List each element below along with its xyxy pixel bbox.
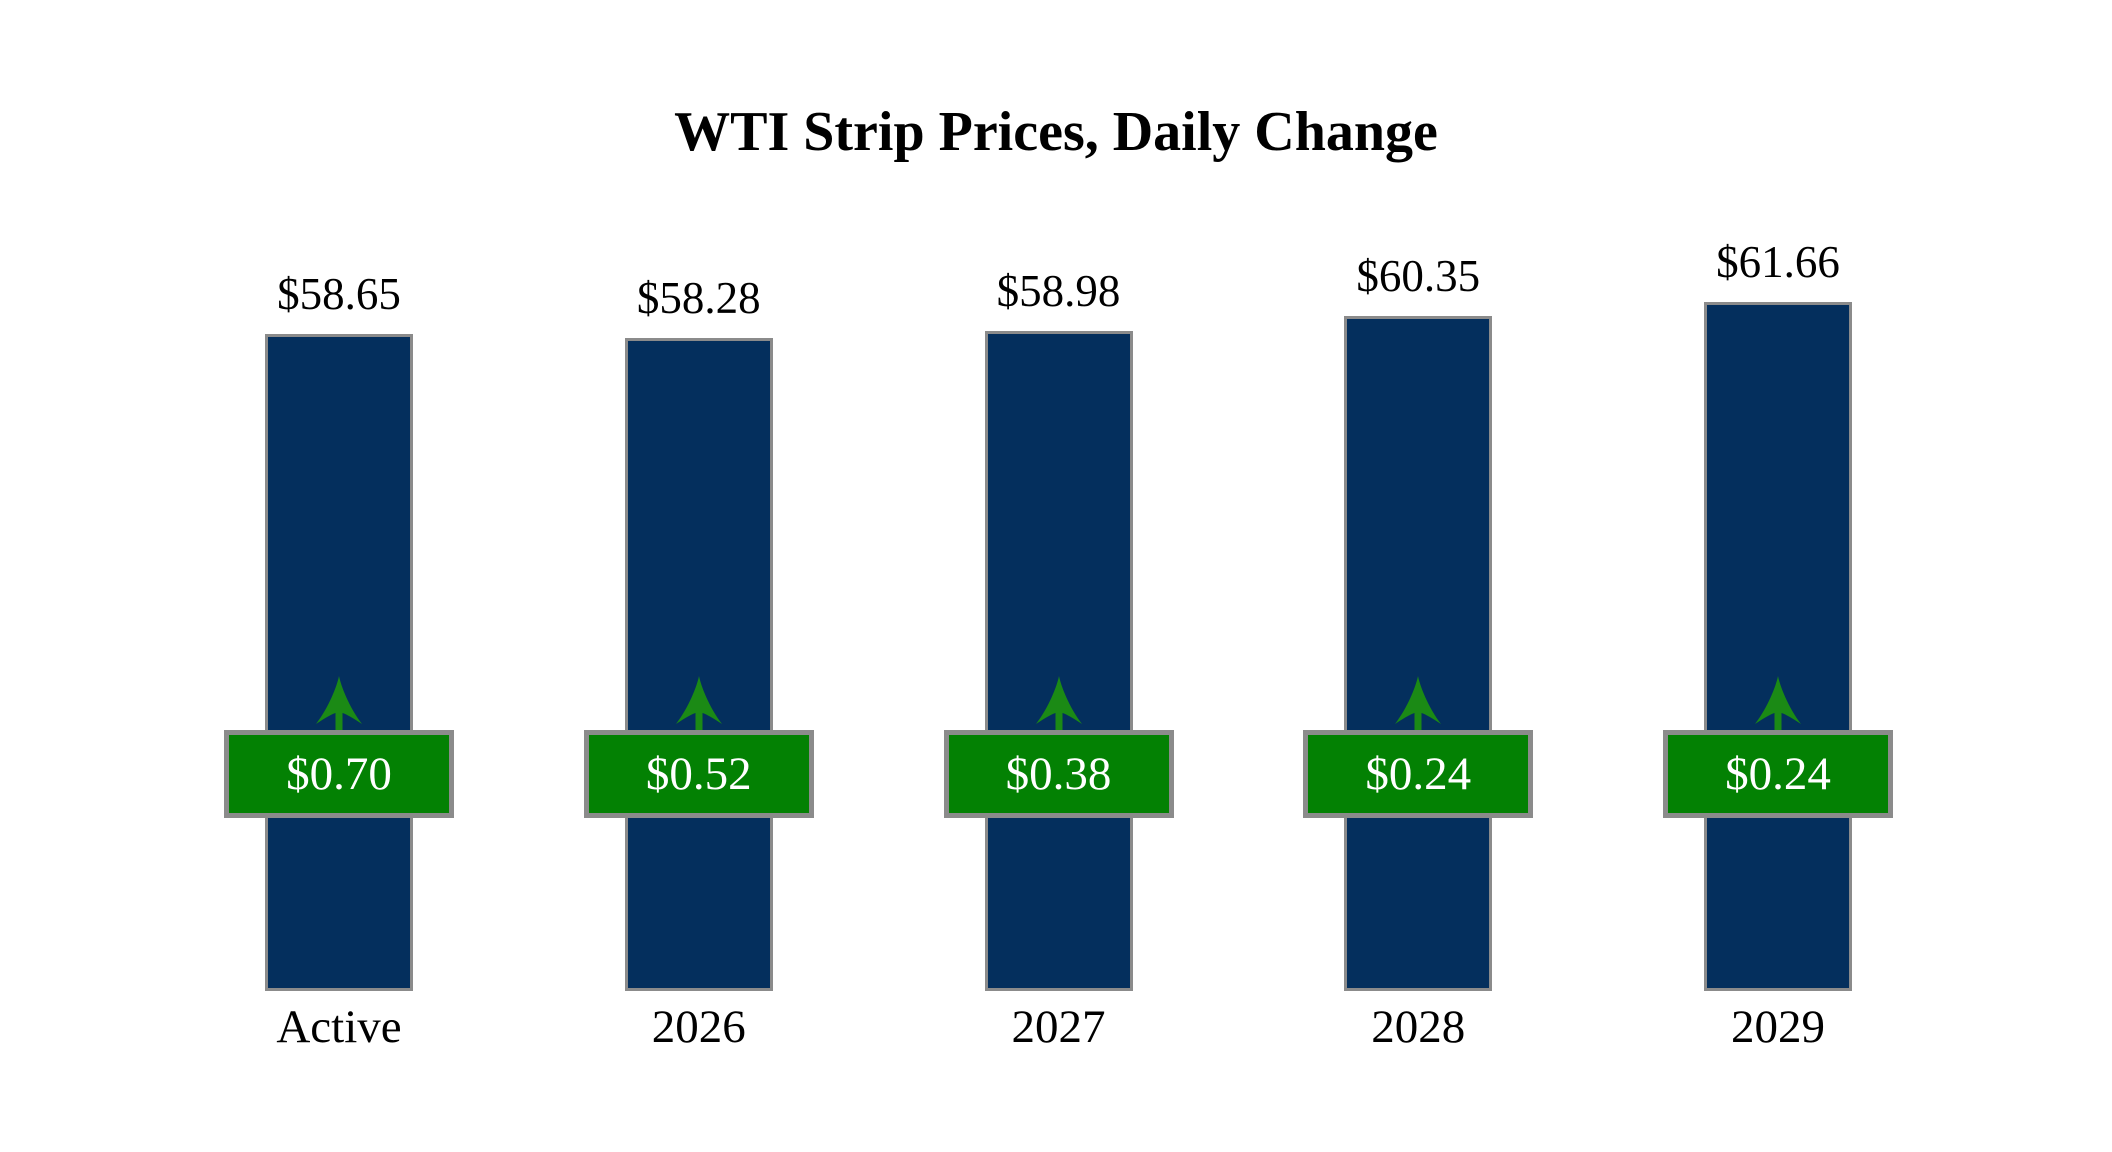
price-label-2027: $58.98: [996, 265, 1121, 316]
up-arrow-icon: [1755, 676, 1801, 730]
up-arrow-icon: [1035, 676, 1082, 730]
change-badge-2026: $0.52: [583, 730, 814, 818]
bar-active: [265, 334, 413, 991]
category-label-active: Active: [276, 1001, 402, 1053]
bar-2029: [1704, 302, 1852, 991]
price-label-2028: $60.35: [1356, 250, 1481, 301]
price-label-2029: $61.66: [1716, 237, 1840, 287]
chart-title: WTI Strip Prices, Daily Change: [674, 101, 1438, 163]
change-badge-2027: $0.38: [943, 730, 1174, 818]
change-badge-2028: $0.24: [1303, 730, 1534, 818]
up-arrow-icon: [316, 676, 362, 730]
bar-2028: [1344, 315, 1493, 991]
category-label-2028: 2028: [1371, 1001, 1466, 1053]
bar-2027: [984, 330, 1133, 991]
category-label-2027: 2027: [1011, 1001, 1106, 1053]
bar-2026: [624, 338, 773, 991]
price-label-2026: $58.28: [636, 273, 761, 323]
category-label-2029: 2029: [1731, 1001, 1825, 1053]
category-label-2026: 2026: [651, 1001, 746, 1053]
change-badge-active: $0.70: [224, 730, 454, 818]
change-badge-2029: $0.24: [1663, 730, 1893, 818]
price-label-active: $58.65: [277, 269, 401, 320]
up-arrow-icon: [675, 676, 722, 730]
up-arrow-icon: [1395, 676, 1442, 730]
